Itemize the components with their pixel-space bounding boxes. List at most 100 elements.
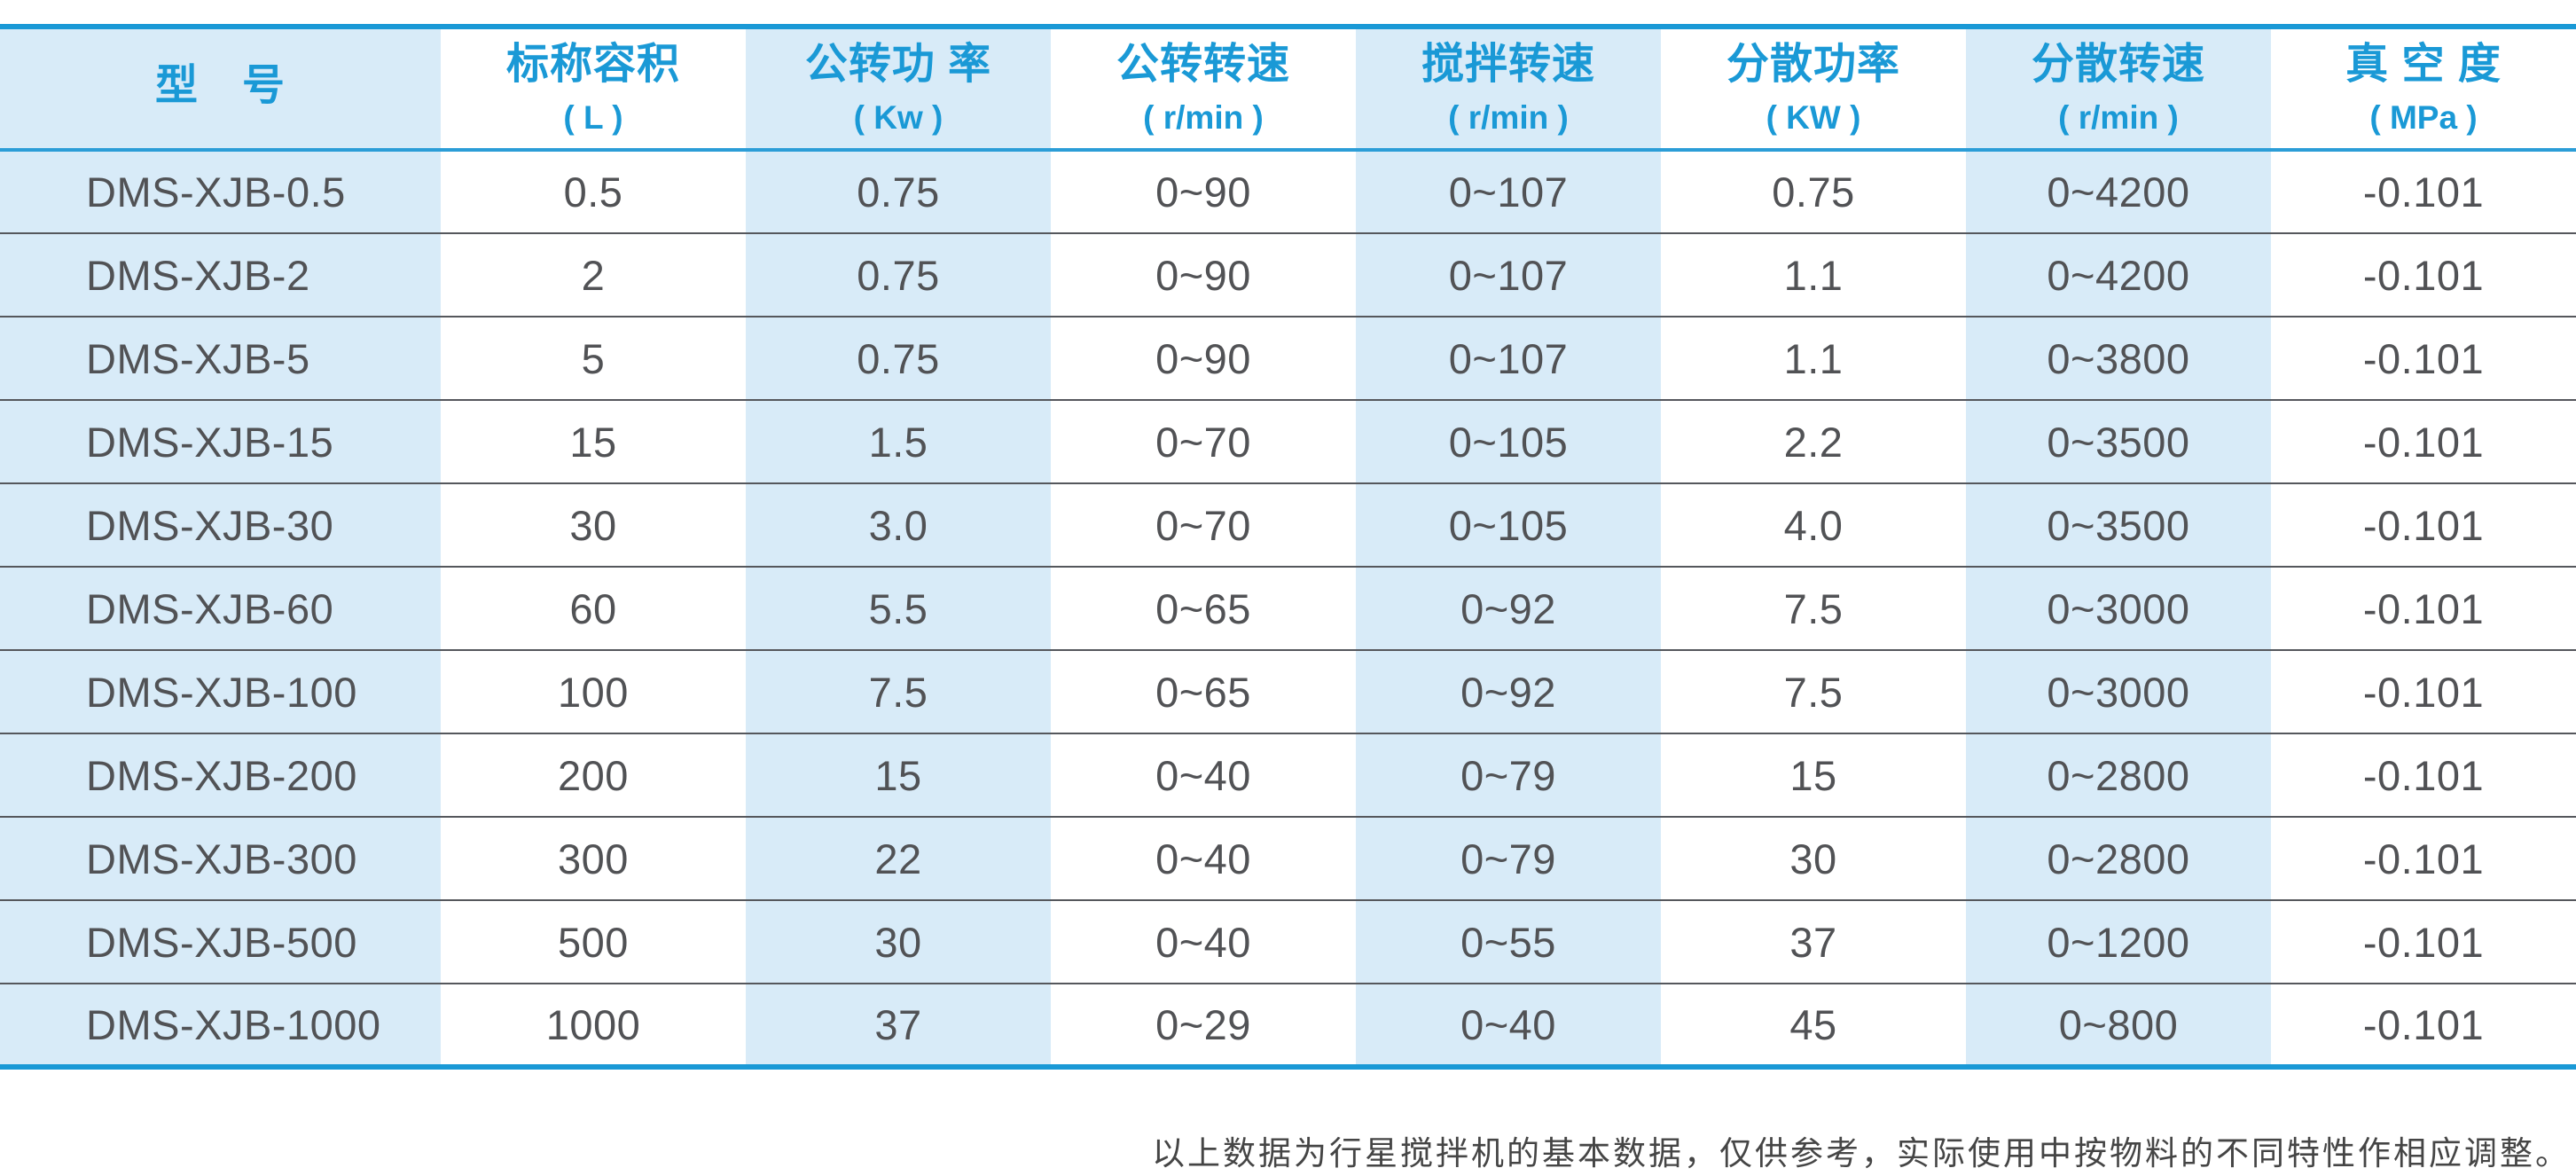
revolution-speed-cell: 0~70 — [1051, 400, 1356, 483]
table-row: DMS-XJB-2 2 0.75 0~90 0~107 1.1 0~4200 -… — [0, 233, 2576, 317]
capacity-cell: 200 — [441, 733, 746, 817]
stir-speed-cell: 0~107 — [1356, 317, 1661, 400]
table-row: DMS-XJB-30 30 3.0 0~70 0~105 4.0 0~3500 … — [0, 483, 2576, 567]
table-row: DMS-XJB-300 300 22 0~40 0~79 30 0~2800 -… — [0, 817, 2576, 900]
vacuum-cell: -0.101 — [2271, 733, 2576, 817]
disperse-power-cell: 37 — [1661, 900, 1966, 984]
table-row: DMS-XJB-60 60 5.5 0~65 0~92 7.5 0~3000 -… — [0, 567, 2576, 650]
table-row: DMS-XJB-100 100 7.5 0~65 0~92 7.5 0~3000… — [0, 650, 2576, 733]
capacity-cell: 0.5 — [441, 150, 746, 233]
disperse-power-cell: 2.2 — [1661, 400, 1966, 483]
model-cell: DMS-XJB-2 — [0, 233, 441, 317]
disperse-speed-cell: 0~800 — [1966, 984, 2271, 1067]
disperse-power-cell: 0.75 — [1661, 150, 1966, 233]
vacuum-cell: -0.101 — [2271, 984, 2576, 1067]
model-cell: DMS-XJB-0.5 — [0, 150, 441, 233]
table-row: DMS-XJB-1000 1000 37 0~29 0~40 45 0~800 … — [0, 984, 2576, 1067]
revolution-speed-cell: 0~90 — [1051, 150, 1356, 233]
table-header: 型 号 标称容积 ( L ) 公转功 率 ( Kw ) 公转转速 ( r/min… — [0, 27, 2576, 150]
capacity-cell: 5 — [441, 317, 746, 400]
vacuum-cell: -0.101 — [2271, 900, 2576, 984]
model-cell: DMS-XJB-200 — [0, 733, 441, 817]
model-cell: DMS-XJB-5 — [0, 317, 441, 400]
revolution-speed-cell: 0~29 — [1051, 984, 1356, 1067]
header-cell-revolution-power: 公转功 率 ( Kw ) — [746, 27, 1051, 150]
header-cell-revolution-speed: 公转转速 ( r/min ) — [1051, 27, 1356, 150]
disperse-speed-cell: 0~1200 — [1966, 900, 2271, 984]
table-row: DMS-XJB-0.5 0.5 0.75 0~90 0~107 0.75 0~4… — [0, 150, 2576, 233]
header-unit: ( Kw ) — [853, 98, 943, 136]
header-title: 型 号 — [154, 62, 286, 109]
capacity-cell: 30 — [441, 483, 746, 567]
header-cell-model: 型 号 — [0, 27, 441, 150]
header-unit: ( MPa ) — [2369, 98, 2478, 136]
revolution-power-cell: 37 — [746, 984, 1051, 1067]
revolution-speed-cell: 0~40 — [1051, 900, 1356, 984]
disperse-speed-cell: 0~4200 — [1966, 233, 2271, 317]
disperse-power-cell: 7.5 — [1661, 567, 1966, 650]
disperse-speed-cell: 0~3000 — [1966, 650, 2271, 733]
stir-speed-cell: 0~92 — [1356, 567, 1661, 650]
header-title: 分散功率 — [1726, 40, 1900, 88]
revolution-power-cell: 22 — [746, 817, 1051, 900]
table-row: DMS-XJB-5 5 0.75 0~90 0~107 1.1 0~3800 -… — [0, 317, 2576, 400]
model-cell: DMS-XJB-30 — [0, 483, 441, 567]
revolution-power-cell: 30 — [746, 900, 1051, 984]
vacuum-cell: -0.101 — [2271, 567, 2576, 650]
vacuum-cell: -0.101 — [2271, 483, 2576, 567]
capacity-cell: 15 — [441, 400, 746, 483]
revolution-power-cell: 3.0 — [746, 483, 1051, 567]
vacuum-cell: -0.101 — [2271, 233, 2576, 317]
stir-speed-cell: 0~55 — [1356, 900, 1661, 984]
capacity-cell: 2 — [441, 233, 746, 317]
vacuum-cell: -0.101 — [2271, 317, 2576, 400]
header-title: 标称容积 — [505, 40, 680, 88]
disperse-speed-cell: 0~2800 — [1966, 733, 2271, 817]
revolution-speed-cell: 0~65 — [1051, 567, 1356, 650]
stir-speed-cell: 0~92 — [1356, 650, 1661, 733]
disperse-power-cell: 7.5 — [1661, 650, 1966, 733]
stir-speed-cell: 0~107 — [1356, 150, 1661, 233]
stir-speed-cell: 0~40 — [1356, 984, 1661, 1067]
revolution-power-cell: 7.5 — [746, 650, 1051, 733]
disperse-power-cell: 15 — [1661, 733, 1966, 817]
stir-speed-cell: 0~105 — [1356, 483, 1661, 567]
revolution-speed-cell: 0~40 — [1051, 733, 1356, 817]
header-cell-capacity: 标称容积 ( L ) — [441, 27, 746, 150]
model-cell: DMS-XJB-60 — [0, 567, 441, 650]
revolution-speed-cell: 0~65 — [1051, 650, 1356, 733]
disperse-power-cell: 30 — [1661, 817, 1966, 900]
header-title: 搅拌转速 — [1421, 40, 1595, 88]
model-cell: DMS-XJB-15 — [0, 400, 441, 483]
disperse-power-cell: 4.0 — [1661, 483, 1966, 567]
header-title: 真 空 度 — [2345, 40, 2502, 88]
capacity-cell: 60 — [441, 567, 746, 650]
stir-speed-cell: 0~79 — [1356, 817, 1661, 900]
revolution-power-cell: 0.75 — [746, 317, 1051, 400]
model-cell: DMS-XJB-1000 — [0, 984, 441, 1067]
disperse-speed-cell: 0~3800 — [1966, 317, 2271, 400]
table-row: DMS-XJB-15 15 1.5 0~70 0~105 2.2 0~3500 … — [0, 400, 2576, 483]
revolution-speed-cell: 0~70 — [1051, 483, 1356, 567]
table-row: DMS-XJB-500 500 30 0~40 0~55 37 0~1200 -… — [0, 900, 2576, 984]
footnote-text: 以上数据为行星搅拌机的基本数据，仅供参考，实际使用中按物料的不同特性作相应调整。 — [1152, 1134, 2571, 1172]
header-cell-vacuum: 真 空 度 ( MPa ) — [2271, 27, 2576, 150]
disperse-speed-cell: 0~2800 — [1966, 817, 2271, 900]
disperse-power-cell: 45 — [1661, 984, 1966, 1067]
disperse-power-cell: 1.1 — [1661, 233, 1966, 317]
revolution-power-cell: 15 — [746, 733, 1051, 817]
spec-table: 型 号 标称容积 ( L ) 公转功 率 ( Kw ) 公转转速 ( r/min… — [0, 24, 2576, 1070]
header-cell-disperse-speed: 分散转速 ( r/min ) — [1966, 27, 2271, 150]
header-unit: ( r/min ) — [1448, 98, 1569, 136]
header-unit: ( r/min ) — [2058, 98, 2179, 136]
vacuum-cell: -0.101 — [2271, 150, 2576, 233]
header-unit: ( KW ) — [1766, 98, 1861, 136]
capacity-cell: 500 — [441, 900, 746, 984]
header-title: 公转功 率 — [804, 40, 992, 88]
capacity-cell: 1000 — [441, 984, 746, 1067]
header-title: 分散转速 — [2031, 40, 2205, 88]
vacuum-cell: -0.101 — [2271, 650, 2576, 733]
table-body: DMS-XJB-0.5 0.5 0.75 0~90 0~107 0.75 0~4… — [0, 150, 2576, 1067]
stir-speed-cell: 0~79 — [1356, 733, 1661, 817]
revolution-power-cell: 0.75 — [746, 150, 1051, 233]
